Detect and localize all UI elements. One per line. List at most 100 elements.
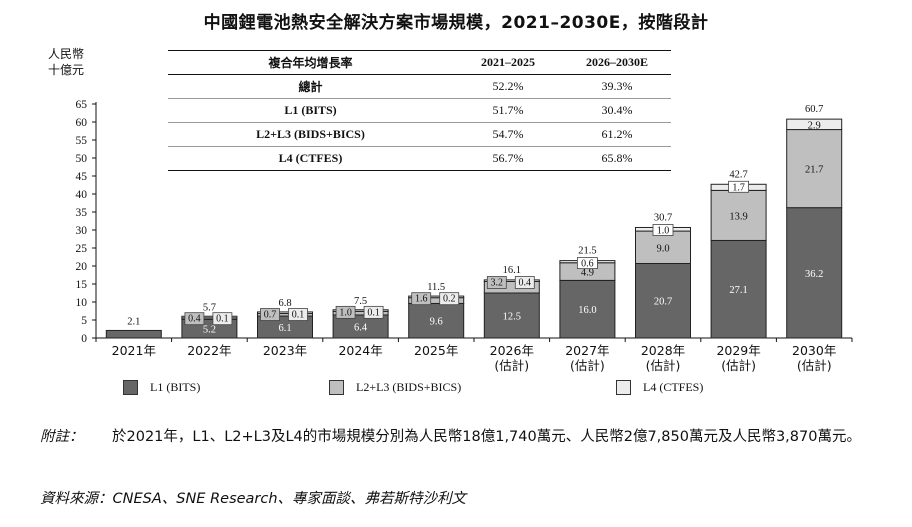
bar-label-l1: 9.6 — [430, 317, 443, 328]
l4-label-box — [577, 257, 598, 270]
y-tick-label: 40 — [76, 189, 88, 201]
y-tick-label: 60 — [76, 117, 88, 129]
y-tick-label: 0 — [81, 333, 87, 345]
x-tick-label: (估計) — [721, 358, 756, 373]
bar-segment — [105, 329, 162, 339]
bar-label-l4: 0.1 — [367, 307, 380, 318]
x-tick-label: (估計) — [494, 358, 529, 373]
y-tick-label: 25 — [76, 243, 88, 255]
x-tick-label: (估計) — [570, 358, 605, 373]
y-tick-label: 65 — [76, 99, 88, 111]
cagr-header-label: 複合年均增長率 — [168, 50, 453, 75]
bar-label-l4: 0.6 — [581, 259, 594, 270]
x-tick-label: (估計) — [646, 358, 681, 373]
y-tick-label: 50 — [76, 153, 88, 165]
bar-label-l23: 13.9 — [729, 211, 747, 222]
cagr-row-label: 總計 — [168, 74, 453, 99]
bar-label-l23: 1.0 — [339, 307, 352, 318]
l4-label-box — [439, 292, 460, 306]
l23-label-box — [260, 308, 280, 321]
legend-label-l4: L4 (CTFES) — [643, 380, 704, 394]
bar-total-label: 11.5 — [427, 282, 445, 293]
l4-label-box — [288, 308, 308, 321]
bar-label-l23: 3.2 — [491, 277, 504, 288]
footnote-text: 於2021年，L1、L2+L3及L4的市場規模分別為人民幣18億1,740萬元、… — [112, 429, 861, 445]
bar-segment — [786, 207, 843, 339]
bar-segment — [635, 230, 691, 264]
footnote: 附註： 於2021年，L1、L2+L3及L4的市場規模分別為人民幣18億1,74… — [40, 425, 890, 449]
cagr-value: 51.7% — [453, 98, 563, 123]
bar-label-l4: 1.0 — [657, 225, 670, 236]
cagr-header-2021-2025: 2021–2025 — [453, 50, 563, 75]
y-tick-label: 55 — [76, 135, 88, 147]
cagr-value: 61.2% — [563, 122, 671, 147]
bar-total-label: 60.7 — [805, 104, 823, 115]
bar-total-label: 42.7 — [729, 169, 747, 180]
x-tick-label: 2027年 — [565, 343, 609, 358]
bar-label-l23: 9.0 — [656, 243, 669, 254]
x-tick-label: 2022年 — [187, 343, 231, 358]
x-tick-label: 2025年 — [414, 343, 458, 358]
legend-swatch-l1 — [123, 380, 138, 395]
cagr-row-label: L2+L3 (BIDS+BICS) — [168, 122, 453, 147]
bar-total-label: 30.7 — [654, 212, 672, 223]
x-tick-label: 2021年 — [112, 343, 156, 358]
bar-total-label: 7.5 — [354, 296, 367, 307]
legend-label-l1: L1 (BITS) — [150, 380, 201, 394]
y-tick-label: 10 — [76, 297, 88, 309]
cagr-value: 39.3% — [563, 74, 671, 99]
bar-label-l4: 2.9 — [808, 120, 821, 131]
bar-label-l4: 1.7 — [732, 182, 745, 193]
l23-label-box — [184, 312, 205, 326]
bar-label-l23: 4.9 — [581, 268, 594, 279]
bar-label-l1: 20.7 — [654, 297, 672, 308]
legend-item-l2l3: L2+L3 (BIDS+BICS) — [329, 380, 461, 395]
cagr-header-row: 複合年均增長率 2021–2025 2026–2030E — [168, 50, 671, 75]
l23-label-box — [411, 292, 432, 306]
footnote-label: 附註： — [40, 429, 84, 445]
bar-label-l23: 0.7 — [264, 310, 277, 321]
y-tick-label: 30 — [76, 225, 88, 237]
l4-label-box — [652, 224, 674, 236]
bar-segment — [408, 295, 465, 299]
cagr-value: 30.4% — [563, 98, 671, 123]
l4-label-box — [514, 276, 535, 289]
bar-segment — [332, 309, 389, 312]
source-text: 資料來源：CNESA、SNE Research、專家面談、弗若斯特沙利文 — [40, 491, 467, 507]
cagr-row-label: L4 (CTFES) — [168, 146, 453, 171]
bar-label-l1: 2.1 — [127, 316, 140, 327]
unit-line-2: 十億元 — [48, 63, 85, 77]
x-tick-label: 2029年 — [716, 343, 760, 358]
bar-label-l1: 5.2 — [203, 325, 216, 336]
bar-label-l4: 0.4 — [519, 277, 532, 288]
bar-segment — [181, 315, 238, 319]
bar-label-l23: 0.4 — [188, 314, 201, 325]
legend-label-l2l3: L2+L3 (BIDS+BICS) — [356, 380, 462, 394]
cagr-value: 65.8% — [563, 146, 671, 171]
bar-segment — [483, 279, 540, 282]
bar-total-label: 6.8 — [278, 298, 291, 309]
legend-swatch-l2l3 — [329, 380, 344, 395]
bar-segment — [710, 189, 767, 241]
bar-total-label: 16.1 — [503, 265, 521, 276]
unit-line-1: 人民幣 — [48, 47, 85, 61]
cagr-value: 54.7% — [453, 122, 563, 147]
cagr-row-label: L1 (BITS) — [168, 98, 453, 123]
bar-label-l1: 6.1 — [278, 323, 291, 334]
y-axis-unit: 人民幣 十億元 — [48, 46, 84, 78]
cagr-table: 複合年均增長率 2021–2025 2026–2030E 總計 52.2% 39… — [168, 50, 671, 171]
x-tick-label: 2023年 — [263, 343, 307, 358]
y-tick-label: 35 — [76, 207, 88, 219]
bar-segment — [635, 262, 691, 339]
bar-label-l1: 6.4 — [354, 322, 368, 333]
l4-label-box — [212, 312, 233, 326]
cagr-value: 56.7% — [453, 146, 563, 171]
legend-swatch-l4 — [616, 380, 631, 395]
cagr-row-total: 總計 52.2% 39.3% — [168, 74, 671, 99]
cagr-header-2026-2030e: 2026–2030E — [563, 50, 671, 75]
y-tick-label: 45 — [76, 171, 88, 183]
cagr-row-l1: L1 (BITS) 51.7% 30.4% — [168, 98, 671, 123]
bar-segment — [786, 118, 843, 131]
cagr-value: 52.2% — [453, 74, 563, 99]
bar-label-l1: 12.5 — [503, 312, 521, 323]
